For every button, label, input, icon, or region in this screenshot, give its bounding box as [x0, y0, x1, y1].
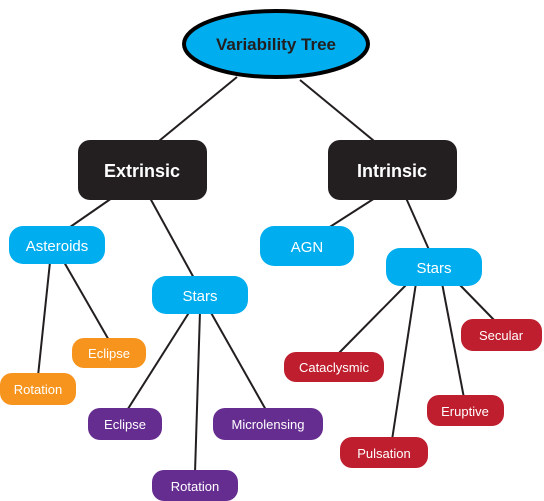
intrinsic-node-label: Intrinsic — [357, 161, 427, 181]
edge-asteroids-eclipse — [63, 261, 111, 343]
asteroids-eclipse-leaf: Eclipse — [72, 338, 146, 368]
extrinsic-node-label: Extrinsic — [104, 161, 180, 181]
intrinsic-stars-node-label: Stars — [416, 260, 451, 277]
root-node-shape — [182, 9, 370, 79]
intrinsic-stars-eruptive-leaf-shape — [427, 395, 504, 426]
intrinsic-stars-pulsation-leaf: Pulsation — [340, 437, 428, 468]
edge-intrinsic-stars — [405, 197, 431, 253]
root-node: Variability Tree — [182, 9, 370, 79]
extrinsic-stars-microlensing-leaf: Microlensing — [213, 408, 323, 440]
intrinsic-stars-node-shape — [386, 248, 482, 286]
intrinsic-stars-secular-leaf-shape — [461, 319, 542, 351]
agn-node: AGN — [260, 226, 354, 266]
extrinsic-node-shape — [78, 140, 207, 200]
asteroids-node: Asteroids — [9, 226, 105, 264]
edge-istars-pulsation — [391, 282, 417, 441]
extrinsic-stars-rotation-leaf-shape — [152, 470, 238, 501]
extrinsic-stars-node-label: Stars — [182, 288, 217, 305]
intrinsic-stars-secular-leaf-label: Secular — [479, 328, 524, 343]
edge-stars-eclipse — [125, 310, 191, 413]
edge-stars-rotation — [194, 310, 201, 474]
intrinsic-stars-eruptive-leaf: Eruptive — [427, 395, 504, 426]
extrinsic-stars-rotation-leaf: Rotation — [152, 470, 238, 501]
intrinsic-stars-pulsation-leaf-shape — [340, 437, 428, 468]
extrinsic-stars-eclipse-leaf-label: Eclipse — [104, 417, 146, 432]
edge-extrinsic-stars — [149, 197, 196, 281]
root-node-label: Variability Tree — [216, 35, 336, 54]
extrinsic-stars-eclipse-leaf: Eclipse — [88, 408, 162, 440]
asteroids-rotation-leaf-shape — [0, 373, 76, 405]
asteroids-node-shape — [9, 226, 105, 264]
extrinsic-stars-microlensing-leaf-shape — [213, 408, 323, 440]
extrinsic-stars-microlensing-leaf-label: Microlensing — [232, 417, 305, 432]
intrinsic-stars-cataclysmic-leaf: Cataclysmic — [284, 352, 384, 382]
asteroids-rotation-leaf: Rotation — [0, 373, 76, 405]
edge-asteroids-rotation — [37, 261, 51, 377]
edge-istars-secular — [457, 282, 497, 323]
extrinsic-stars-eclipse-leaf-shape — [88, 408, 162, 440]
extrinsic-stars-node: Stars — [152, 276, 248, 314]
intrinsic-node-shape — [328, 140, 457, 200]
asteroids-eclipse-leaf-label: Eclipse — [88, 346, 130, 361]
edge-istars-cataclysmic — [335, 282, 409, 357]
agn-node-shape — [260, 226, 354, 266]
asteroids-rotation-leaf-label: Rotation — [14, 382, 62, 397]
agn-node-label: AGN — [291, 239, 324, 256]
intrinsic-stars-node: Stars — [386, 248, 482, 286]
edge-root-intrinsic — [299, 79, 386, 151]
intrinsic-stars-secular-leaf: Secular — [461, 319, 542, 351]
edge-istars-eruptive — [441, 282, 465, 399]
extrinsic-node: Extrinsic — [78, 140, 207, 200]
intrinsic-stars-pulsation-leaf-label: Pulsation — [357, 446, 410, 461]
edges — [37, 76, 497, 474]
edge-stars-microlensing — [209, 310, 267, 411]
asteroids-eclipse-leaf-shape — [72, 338, 146, 368]
intrinsic-node: Intrinsic — [328, 140, 457, 200]
intrinsic-stars-eruptive-leaf-label: Eruptive — [441, 404, 489, 419]
extrinsic-stars-node-shape — [152, 276, 248, 314]
intrinsic-stars-cataclysmic-leaf-shape — [284, 352, 384, 382]
asteroids-node-label: Asteroids — [26, 238, 89, 255]
edge-root-extrinsic — [147, 76, 238, 151]
intrinsic-stars-cataclysmic-leaf-label: Cataclysmic — [299, 360, 370, 375]
extrinsic-stars-rotation-leaf-label: Rotation — [171, 479, 219, 494]
